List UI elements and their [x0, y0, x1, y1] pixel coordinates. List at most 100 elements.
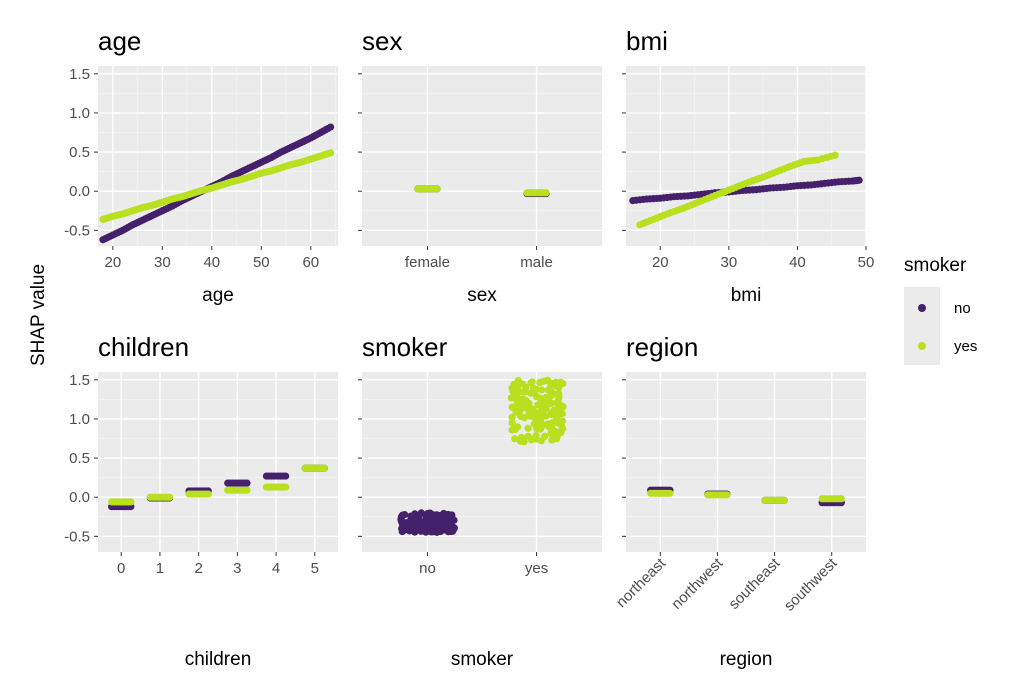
- point-no: [326, 123, 335, 131]
- x-tick-label: 30: [721, 254, 738, 271]
- point-yes: [514, 382, 522, 390]
- point-no: [431, 517, 439, 525]
- panel-title: children: [98, 332, 189, 362]
- legend-key-yes: [918, 342, 926, 350]
- point-yes: [127, 498, 135, 506]
- point-yes: [508, 419, 516, 427]
- point-yes: [514, 404, 523, 412]
- point-yes: [204, 490, 212, 498]
- x-tick-label: southwest: [781, 554, 841, 614]
- x-tick-label: 20: [652, 254, 669, 271]
- point-no: [436, 527, 444, 535]
- y-tick-label: 1.5: [69, 372, 90, 389]
- point-yes: [541, 432, 549, 440]
- point-yes: [780, 496, 788, 504]
- point-no: [438, 518, 446, 526]
- x-axis-title: children: [185, 649, 252, 670]
- x-tick-label: 2: [194, 560, 202, 577]
- y-tick-label: 0.0: [69, 183, 90, 200]
- point-yes: [326, 149, 335, 157]
- panel-background: [98, 66, 338, 246]
- panel-children: -0.5 0.0 0.5 1.0 1.5 0 1 2 3 4 5 children children: [64, 332, 338, 670]
- x-tick-label: 1: [156, 560, 164, 577]
- point-no: [417, 527, 425, 535]
- x-tick-label: no: [419, 560, 436, 577]
- point-yes: [433, 185, 441, 193]
- x-axis-title: age: [202, 285, 234, 306]
- panel-smoker: no yes smoker smoker: [358, 332, 602, 670]
- point-no: [402, 521, 410, 530]
- y-tick-label: 0.5: [69, 144, 90, 161]
- point-yes: [837, 495, 845, 503]
- point-yes: [514, 387, 523, 395]
- point-yes: [548, 424, 556, 432]
- point-yes: [522, 383, 530, 391]
- legend: smoker no yes: [904, 255, 977, 365]
- x-axis-title: smoker: [451, 649, 514, 670]
- panel-title: smoker: [362, 332, 448, 362]
- y-tick-label: 0.0: [69, 489, 90, 506]
- x-tick-label: 20: [105, 254, 122, 271]
- point-yes: [556, 428, 565, 436]
- x-axis-title: region: [720, 649, 773, 670]
- x-tick-label: southeast: [725, 554, 784, 613]
- point-yes: [547, 380, 555, 388]
- point-no: [423, 526, 431, 534]
- x-tick-label: 40: [203, 254, 220, 271]
- point-no: [855, 176, 863, 184]
- x-tick-label: northwest: [668, 554, 727, 613]
- point-yes: [508, 403, 516, 411]
- panel-background: [626, 372, 866, 552]
- x-tick-label: northeast: [613, 554, 670, 611]
- panel-bmi: 20 30 40 50 bmi bmi: [622, 26, 874, 306]
- point-yes: [557, 421, 565, 429]
- point-yes: [528, 378, 536, 386]
- point-yes: [520, 402, 529, 411]
- point-yes: [666, 489, 674, 497]
- point-yes: [552, 416, 560, 425]
- point-yes: [539, 421, 547, 429]
- point-yes: [526, 408, 535, 416]
- point-yes: [320, 464, 328, 472]
- point-yes: [556, 410, 564, 418]
- point-yes: [723, 491, 731, 499]
- point-yes: [559, 403, 567, 411]
- point-no: [417, 521, 425, 529]
- figure-y-axis-label: SHAP value: [28, 264, 49, 366]
- x-tick-label: 40: [789, 254, 806, 271]
- point-yes: [541, 403, 550, 411]
- point-yes: [532, 434, 540, 442]
- panel-title: age: [98, 26, 141, 56]
- point-yes: [282, 483, 290, 491]
- legend-label-yes: yes: [954, 338, 977, 355]
- y-tick-label: -0.5: [64, 528, 90, 545]
- point-no: [446, 519, 454, 527]
- x-tick-label: female: [405, 254, 450, 271]
- panel-title: bmi: [626, 26, 668, 56]
- point-yes: [537, 386, 546, 394]
- point-yes: [526, 389, 535, 397]
- y-tick-label: 1.0: [69, 105, 90, 122]
- point-yes: [513, 395, 521, 404]
- point-yes: [555, 383, 563, 392]
- point-no: [411, 522, 419, 531]
- x-tick-label: 4: [272, 560, 280, 577]
- y-tick-label: 1.5: [69, 66, 90, 83]
- point-yes: [522, 397, 530, 405]
- point-no: [407, 512, 415, 520]
- x-axis-title: bmi: [731, 285, 762, 306]
- x-tick-label: 30: [154, 254, 171, 271]
- legend-key-no: [918, 304, 926, 312]
- point-no: [414, 513, 422, 521]
- x-tick-label: 60: [302, 254, 319, 271]
- point-yes: [165, 493, 174, 501]
- x-tick-label: male: [520, 254, 553, 271]
- point-yes: [524, 432, 532, 440]
- x-tick-label: 50: [253, 254, 270, 271]
- point-no: [450, 524, 458, 532]
- panel-background: [362, 66, 602, 246]
- point-no: [282, 472, 290, 480]
- legend-label-no: no: [954, 300, 971, 317]
- point-no: [447, 512, 455, 521]
